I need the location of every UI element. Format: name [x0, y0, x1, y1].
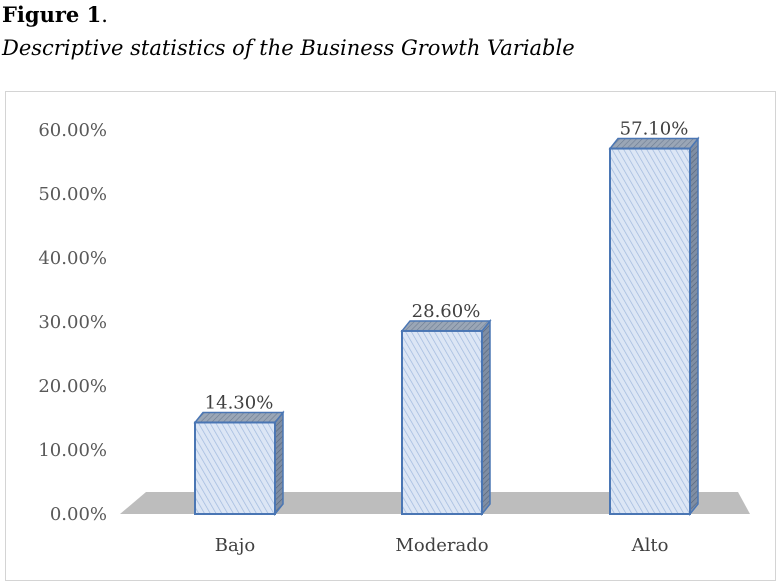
- bar-side: [689, 136, 699, 517]
- bar-front: [609, 147, 691, 515]
- y-tick-label: 0.00%: [50, 504, 107, 525]
- y-tick-label: 10.00%: [38, 440, 107, 461]
- bar-top: [608, 137, 700, 150]
- figure-number: Figure 1: [2, 2, 102, 27]
- y-tick-label: 20.00%: [38, 376, 107, 397]
- bar-bajo: [193, 410, 285, 517]
- category-label: Alto: [631, 535, 669, 556]
- bar-moderado: [400, 318, 492, 517]
- data-label: 28.60%: [412, 301, 481, 322]
- data-label: 57.10%: [620, 119, 689, 140]
- category-label: Bajo: [215, 535, 255, 556]
- y-tick-label: 30.00%: [38, 312, 107, 333]
- bar-alto: [608, 136, 700, 517]
- figure-label: Figure 1.: [2, 2, 108, 27]
- figure-label-period: .: [101, 3, 108, 27]
- chart-frame: [5, 91, 776, 581]
- figure-caption: Descriptive statistics of the Business G…: [2, 36, 575, 60]
- data-label: 14.30%: [205, 392, 274, 413]
- bar-front: [194, 421, 276, 516]
- y-tick-label: 50.00%: [38, 184, 107, 205]
- bar-side: [481, 318, 491, 517]
- y-tick-label: 40.00%: [38, 248, 107, 269]
- category-label: Moderado: [395, 535, 488, 556]
- y-tick-label: 60.00%: [38, 120, 107, 141]
- bar-top: [400, 320, 492, 332]
- bar-top: [193, 411, 285, 424]
- bar-side: [274, 410, 284, 517]
- bar-front: [401, 329, 483, 515]
